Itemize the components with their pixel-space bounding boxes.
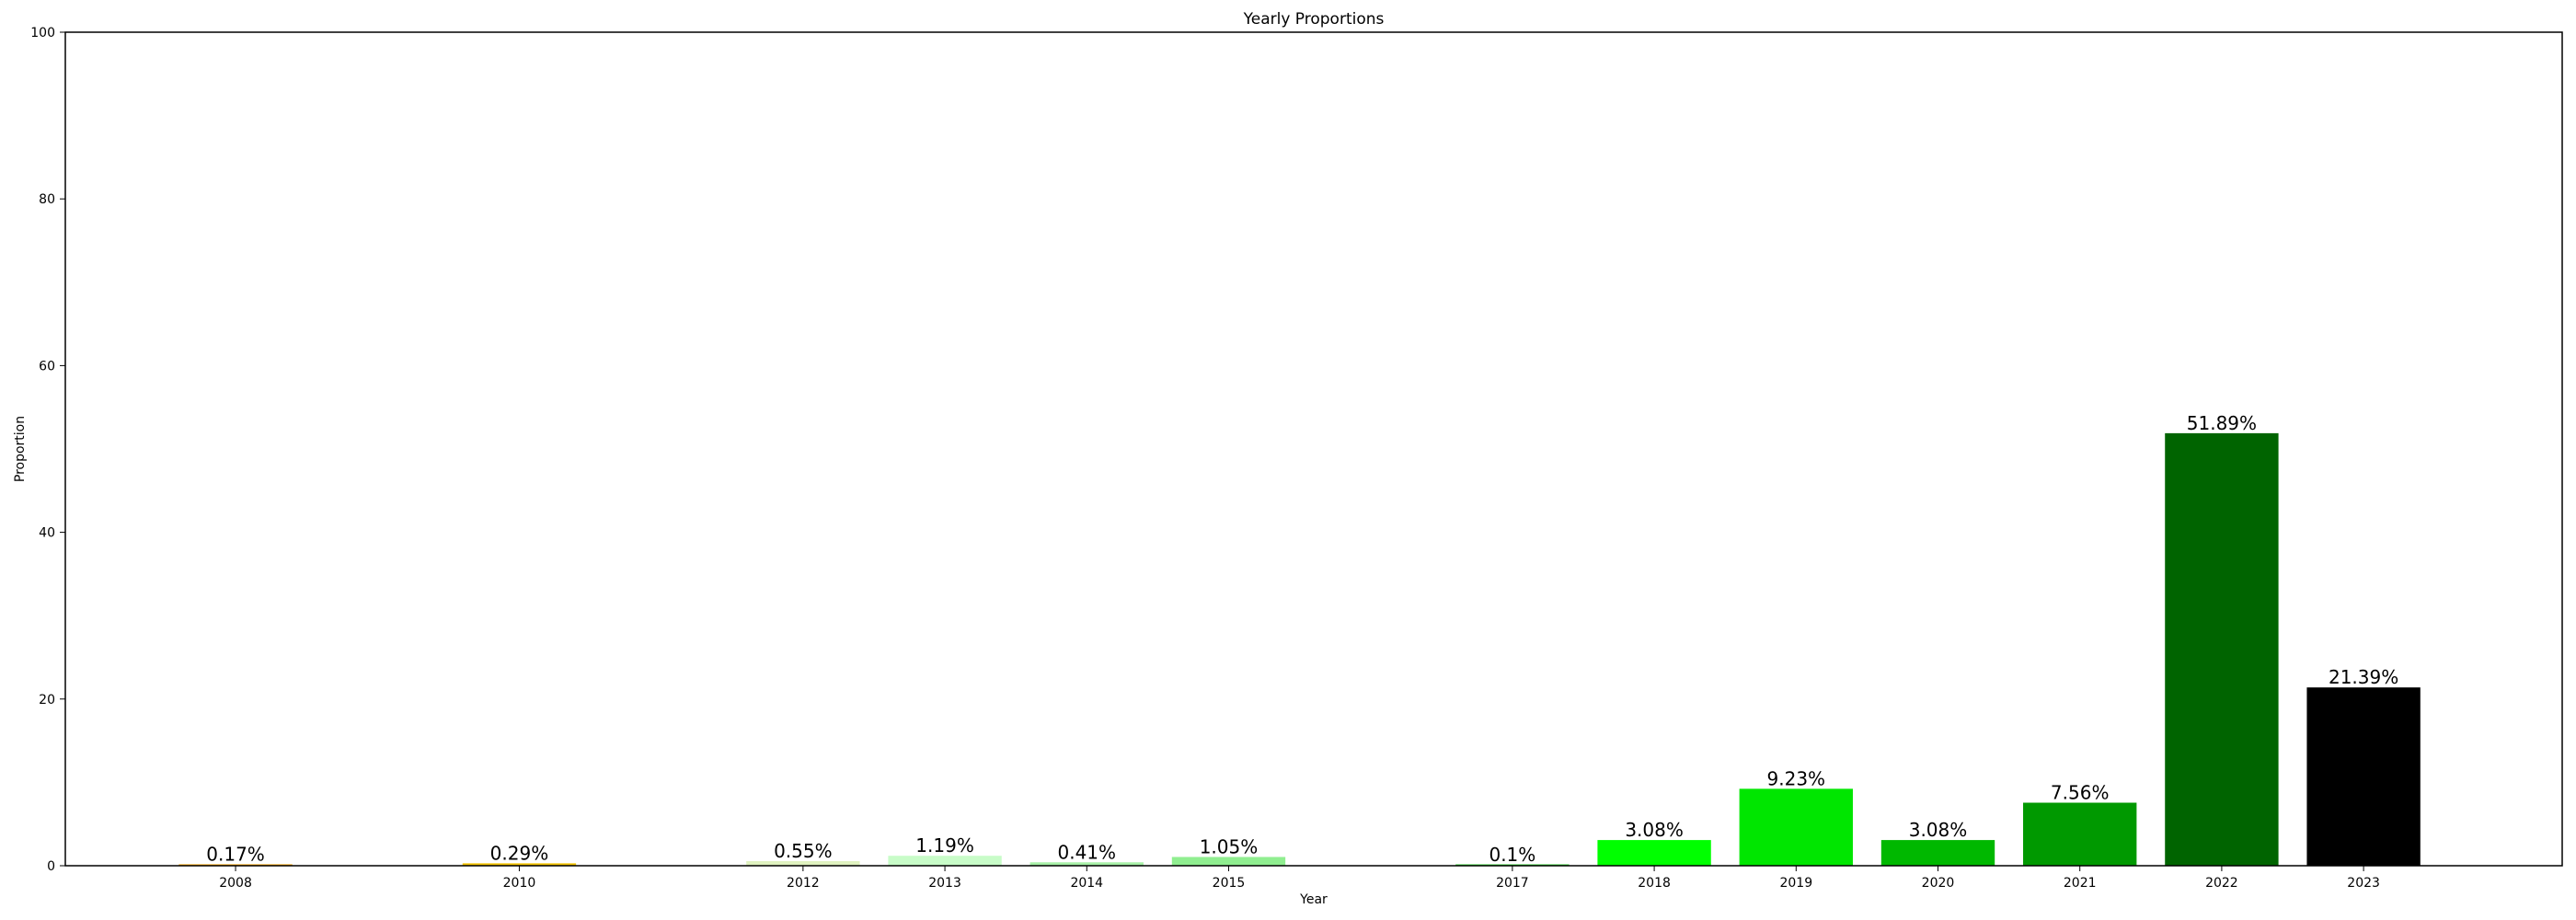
x-tick-label: 2017 [1496, 876, 1529, 891]
x-tick-label: 2019 [1779, 876, 1812, 891]
x-tick-label: 2008 [219, 876, 252, 891]
x-tick-label: 2022 [2205, 876, 2238, 891]
data-label-2021: 7.56% [2051, 782, 2110, 804]
bar-2019 [1739, 788, 1853, 866]
data-label-2023: 21.39% [2329, 666, 2398, 688]
data-label-2014: 0.41% [1057, 841, 1116, 863]
plot-frame [64, 31, 2563, 867]
x-tick-label: 2021 [2064, 876, 2097, 891]
bars-layer [178, 432, 2421, 866]
bar-2021 [2023, 802, 2137, 866]
chart-title: Yearly Proportions [1243, 10, 1385, 29]
y-tick-label: 100 [30, 26, 55, 40]
y-ticks-layer: 0 20 40 60 80 100 [30, 26, 65, 874]
y-tick-label: 60 [39, 359, 55, 374]
x-tick-label: 2010 [503, 876, 536, 891]
data-label-2008: 0.17% [206, 843, 265, 865]
bar-2012 [746, 861, 860, 866]
data-labels-layer: 0.17% 0.29% 0.55% 1.19% 0.41% 1.05% 0.1% 3.08% 9… [206, 412, 2398, 866]
y-tick-label: 20 [39, 693, 55, 707]
y-tick-label: 40 [39, 526, 55, 541]
bar-2020 [1880, 840, 1995, 866]
bar-2010 [462, 863, 577, 866]
data-label-2020: 3.08% [1909, 819, 1968, 841]
bar-2018 [1597, 840, 1711, 866]
x-tick-label: 2014 [1070, 876, 1103, 891]
x-tick-label: 2020 [1922, 876, 1955, 891]
data-label-2010: 0.29% [490, 842, 549, 864]
data-label-2013: 1.19% [915, 834, 974, 857]
bar-2015 [1171, 857, 1286, 866]
data-label-2019: 9.23% [1767, 767, 1826, 789]
x-ticks-layer: 2008 2010 2012 2013 2014 2015 2017 2018 2019 2020… [219, 866, 2380, 891]
y-tick-label: 0 [47, 859, 55, 874]
bar-2023 [2306, 687, 2421, 866]
data-label-2017: 0.1% [1489, 844, 1535, 866]
x-axis-label: Year [1299, 892, 1328, 907]
bar-2008 [178, 864, 293, 866]
y-axis-label: Proportion [13, 416, 28, 482]
x-tick-label: 2013 [928, 876, 961, 891]
bar-2014 [1029, 862, 1144, 866]
data-label-2018: 3.08% [1625, 819, 1684, 841]
y-tick-label: 80 [39, 192, 55, 207]
x-tick-label: 2015 [1213, 876, 1246, 891]
data-label-2015: 1.05% [1200, 835, 1259, 857]
x-tick-label: 2012 [787, 876, 820, 891]
data-label-2012: 0.55% [774, 840, 833, 862]
x-tick-label: 2018 [1638, 876, 1671, 891]
data-label-2022: 51.89% [2187, 412, 2257, 434]
bar-2013 [888, 856, 1002, 866]
bar-2022 [2165, 432, 2279, 866]
x-tick-label: 2023 [2347, 876, 2380, 891]
